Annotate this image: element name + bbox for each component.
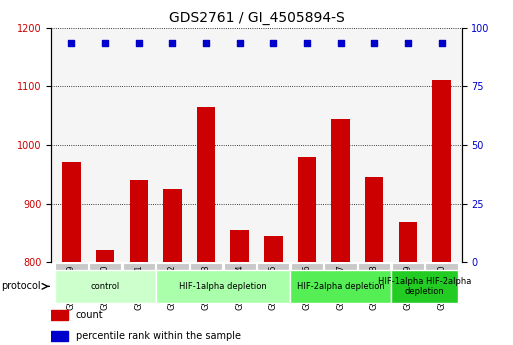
Text: GSM71665: GSM71665: [269, 264, 278, 310]
FancyBboxPatch shape: [391, 270, 458, 303]
Text: GSM71663: GSM71663: [202, 264, 210, 310]
Point: [438, 40, 446, 46]
Bar: [298, 157, 316, 262]
FancyBboxPatch shape: [290, 270, 391, 303]
FancyBboxPatch shape: [55, 263, 88, 301]
Bar: [230, 230, 249, 262]
Text: GSM71669: GSM71669: [403, 264, 412, 310]
Point: [67, 40, 75, 46]
Bar: [264, 236, 283, 262]
FancyBboxPatch shape: [358, 263, 390, 301]
Text: control: control: [90, 282, 120, 291]
FancyBboxPatch shape: [257, 263, 289, 301]
FancyBboxPatch shape: [155, 270, 290, 303]
Text: GSM71670: GSM71670: [437, 264, 446, 310]
Bar: [96, 250, 114, 262]
FancyBboxPatch shape: [156, 263, 189, 301]
FancyBboxPatch shape: [123, 263, 155, 301]
Text: GSM71660: GSM71660: [101, 264, 110, 310]
Point: [101, 40, 109, 46]
FancyBboxPatch shape: [190, 263, 222, 301]
Bar: [51, 310, 68, 320]
FancyBboxPatch shape: [55, 270, 155, 303]
Text: HIF-2alpha depletion: HIF-2alpha depletion: [297, 282, 384, 291]
Point: [134, 40, 143, 46]
Bar: [51, 331, 68, 341]
Point: [370, 40, 379, 46]
Point: [269, 40, 278, 46]
Text: GSM71668: GSM71668: [370, 264, 379, 310]
FancyBboxPatch shape: [392, 263, 424, 301]
Point: [168, 40, 176, 46]
Point: [202, 40, 210, 46]
Text: protocol: protocol: [2, 282, 41, 291]
Bar: [197, 107, 215, 262]
Point: [235, 40, 244, 46]
Text: GSM71667: GSM71667: [336, 264, 345, 310]
Bar: [62, 162, 81, 262]
Point: [337, 40, 345, 46]
Text: percentile rank within the sample: percentile rank within the sample: [76, 331, 241, 341]
Point: [303, 40, 311, 46]
FancyBboxPatch shape: [291, 263, 323, 301]
FancyBboxPatch shape: [425, 263, 458, 301]
Text: GSM71661: GSM71661: [134, 264, 143, 310]
Text: GSM71664: GSM71664: [235, 264, 244, 310]
Text: GSM71662: GSM71662: [168, 264, 177, 310]
Bar: [163, 189, 182, 262]
Point: [404, 40, 412, 46]
Text: HIF-1alpha depletion: HIF-1alpha depletion: [179, 282, 267, 291]
FancyBboxPatch shape: [324, 263, 357, 301]
Text: GSM71666: GSM71666: [303, 264, 311, 310]
Bar: [365, 177, 384, 262]
Bar: [432, 80, 451, 262]
FancyBboxPatch shape: [224, 263, 256, 301]
Text: GSM71659: GSM71659: [67, 264, 76, 310]
Text: count: count: [76, 310, 104, 320]
Bar: [399, 222, 417, 262]
FancyBboxPatch shape: [89, 263, 121, 301]
Text: HIF-1alpha HIF-2alpha
depletion: HIF-1alpha HIF-2alpha depletion: [378, 277, 471, 296]
Bar: [129, 180, 148, 262]
Bar: [331, 119, 350, 262]
Title: GDS2761 / GI_4505894-S: GDS2761 / GI_4505894-S: [169, 11, 344, 25]
